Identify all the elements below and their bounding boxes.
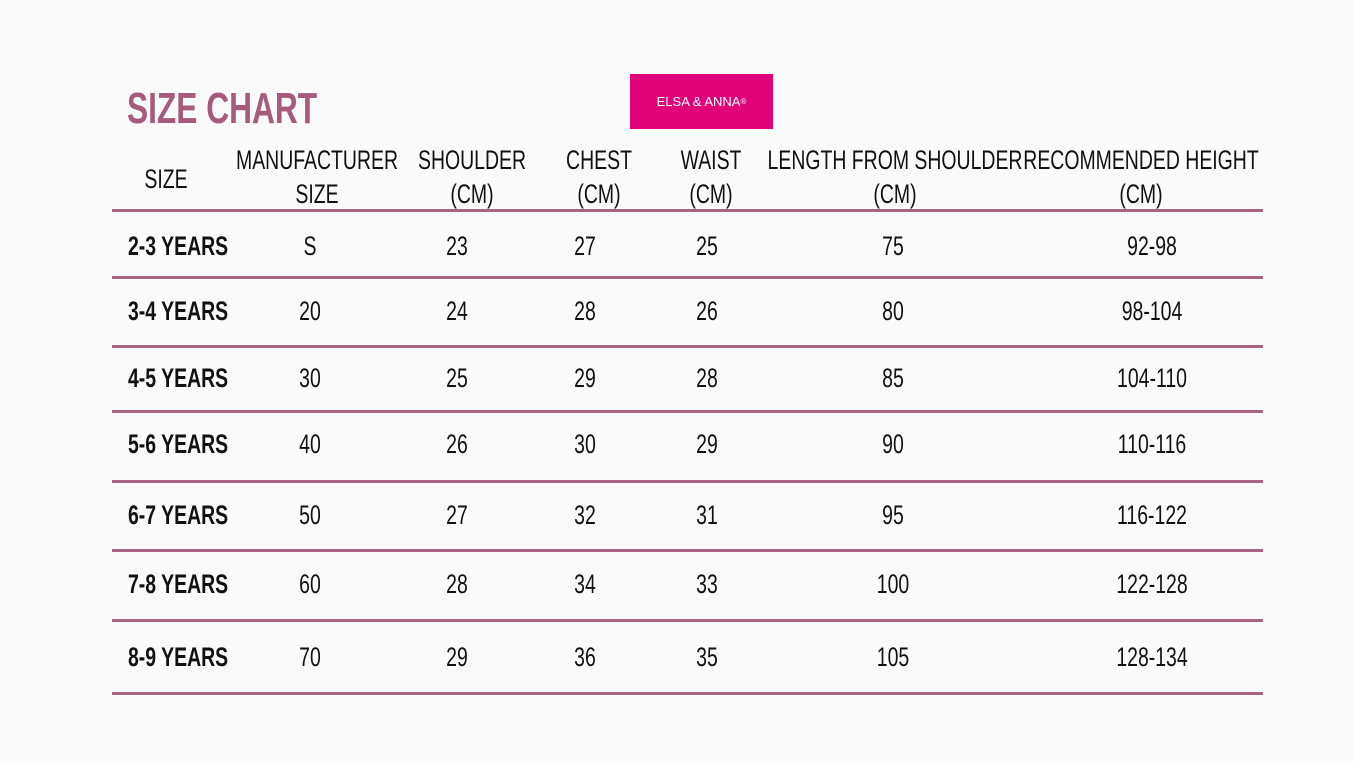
column-header: LENGTH FROM SHOULDER (CM) [768,143,1023,211]
row-divider [112,345,1263,348]
header-line: MANUFACTURER [235,145,399,175]
table-cell: 30 [299,363,321,393]
header-line: (CM) [577,179,621,209]
row-divider [112,209,1263,212]
brand-name: ELSA & ANNA [656,94,741,109]
table-cell: 33 [696,569,718,599]
brand-mark: ® [740,97,747,106]
table-cell: 50 [299,500,321,530]
table-cell: 104-110 [1117,363,1187,393]
table-cell: 23 [446,231,468,261]
size-label: 6-7 YEARS [128,500,229,530]
column-header: SIZE [144,162,187,196]
table-cell: 80 [882,296,904,326]
column-header: MANUFACTURER SIZE [236,143,398,211]
size-label: 7-8 YEARS [128,569,229,599]
header-line: (CM) [873,179,917,209]
table-cell: 25 [696,231,718,261]
table-cell: 60 [299,569,321,599]
table-cell: 28 [446,569,468,599]
table-cell: 32 [574,500,596,530]
table-cell: 95 [882,500,904,530]
brand-logo: ELSA & ANNA ® [630,74,773,129]
table-cell: S [303,231,317,261]
header-line: (CM) [450,179,494,209]
table-cell: 98-104 [1121,296,1183,326]
row-divider [112,619,1263,622]
header-line: SHOULDER [417,145,527,175]
header-line: SIZE [295,179,339,209]
header-line: (CM) [689,179,733,209]
table-cell: 29 [696,429,718,459]
table-cell: 36 [574,642,596,672]
table-cell: 28 [696,363,718,393]
table-cell: 24 [446,296,468,326]
table-cell: 28 [574,296,596,326]
size-label: 2-3 YEARS [128,231,229,261]
table-cell: 40 [299,429,321,459]
page-title: SIZE CHART [127,84,318,133]
row-divider [112,276,1263,279]
table-cell: 110-116 [1117,429,1187,459]
row-divider [112,692,1263,695]
size-label: 5-6 YEARS [128,429,229,459]
table-cell: 122-128 [1116,569,1188,599]
row-divider [112,410,1263,413]
table-cell: 26 [696,296,718,326]
header-line: (CM) [1119,179,1163,209]
table-cell: 35 [696,642,718,672]
header-line: LENGTH FROM SHOULDER [767,145,1023,175]
column-header: RECOMMENDED HEIGHT (CM) [1023,143,1258,211]
table-cell: 92-98 [1127,231,1177,261]
table-cell: 26 [446,429,468,459]
column-header: WAIST (CM) [681,143,742,211]
table-cell: 85 [882,363,904,393]
header-line: SIZE [144,164,188,194]
table-cell: 20 [299,296,321,326]
size-label: 8-9 YEARS [128,642,229,672]
table-cell: 105 [876,642,910,672]
table-cell: 27 [574,231,596,261]
table-cell: 27 [446,500,468,530]
row-divider [112,549,1263,552]
row-divider [112,480,1263,483]
size-label: 4-5 YEARS [128,363,229,393]
table-cell: 30 [574,429,596,459]
column-header: CHEST (CM) [566,143,632,211]
table-cell: 34 [574,569,596,599]
header-line: WAIST [680,145,742,175]
header-line: RECOMMENDED HEIGHT [1023,145,1259,175]
size-label: 3-4 YEARS [128,296,229,326]
table-cell: 31 [696,500,718,530]
column-header: SHOULDER (CM) [418,143,526,211]
table-cell: 29 [574,363,596,393]
table-cell: 100 [876,569,910,599]
table-cell: 75 [882,231,904,261]
header-line: CHEST [566,145,632,175]
table-cell: 70 [299,642,321,672]
table-cell: 29 [446,642,468,672]
table-cell: 90 [882,429,904,459]
table-cell: 128-134 [1116,642,1188,672]
table-cell: 116-122 [1117,500,1187,530]
table-cell: 25 [446,363,468,393]
